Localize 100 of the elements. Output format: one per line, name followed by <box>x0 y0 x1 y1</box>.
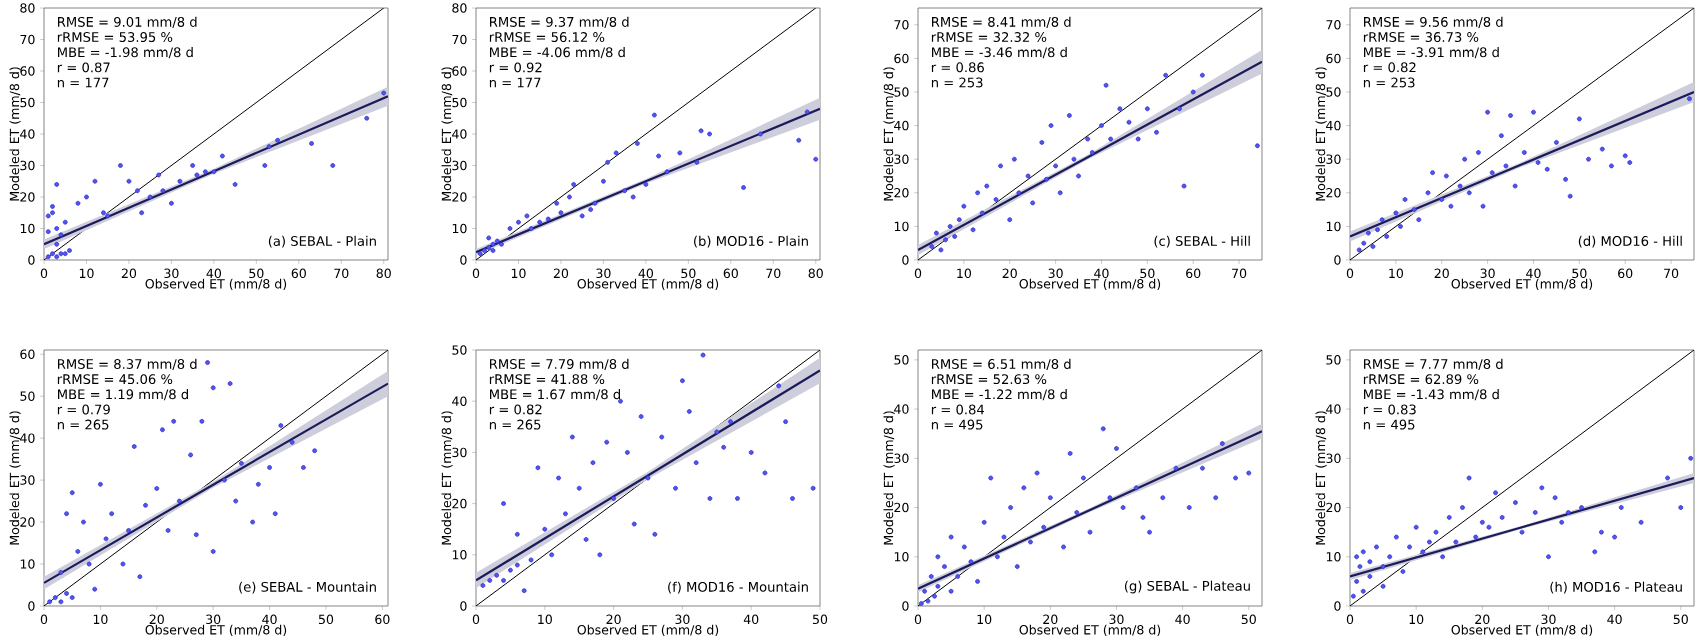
point <box>1440 554 1446 560</box>
point <box>935 554 941 560</box>
point <box>250 519 256 525</box>
point <box>1453 539 1459 545</box>
point <box>605 159 611 165</box>
point <box>933 230 939 236</box>
point <box>1380 583 1386 589</box>
point <box>1489 170 1495 176</box>
point <box>126 178 132 184</box>
point <box>176 498 182 504</box>
point <box>1361 240 1367 246</box>
point <box>1420 549 1426 555</box>
point <box>211 169 217 175</box>
point <box>486 235 492 241</box>
point <box>656 153 662 159</box>
point <box>1100 426 1106 432</box>
point <box>69 490 75 496</box>
point <box>137 574 143 580</box>
point <box>981 519 987 525</box>
point <box>1080 475 1086 481</box>
point <box>1380 564 1386 570</box>
point <box>1457 183 1463 189</box>
point <box>1173 465 1179 471</box>
point <box>1499 514 1505 520</box>
point <box>1354 554 1360 560</box>
point <box>103 536 109 542</box>
point <box>1576 116 1582 122</box>
point <box>364 115 370 121</box>
point <box>1356 247 1362 253</box>
point <box>1057 190 1063 196</box>
point <box>1448 203 1454 209</box>
point <box>1552 495 1558 501</box>
point <box>1387 554 1393 560</box>
point <box>210 385 216 391</box>
point <box>528 557 534 563</box>
point <box>1360 588 1366 594</box>
point <box>698 128 704 134</box>
point <box>630 194 636 200</box>
point <box>804 109 810 115</box>
point <box>1512 183 1518 189</box>
point <box>1001 534 1007 540</box>
point <box>1599 146 1605 152</box>
point <box>58 599 64 605</box>
point <box>1379 217 1385 223</box>
point <box>1416 217 1422 223</box>
point <box>762 470 768 476</box>
point <box>1486 524 1492 530</box>
point <box>69 595 75 601</box>
point <box>233 498 239 504</box>
point <box>714 429 720 435</box>
point <box>1071 156 1077 162</box>
point <box>238 460 244 466</box>
point <box>592 200 598 206</box>
point <box>219 153 225 159</box>
point <box>1034 470 1040 476</box>
point <box>664 169 670 175</box>
point <box>922 588 928 594</box>
point <box>1103 82 1109 88</box>
point <box>45 213 51 219</box>
point <box>199 418 205 424</box>
point <box>92 586 98 592</box>
point <box>1433 529 1439 535</box>
point <box>381 90 387 96</box>
point <box>177 178 183 184</box>
point <box>1108 136 1114 142</box>
point <box>494 572 500 578</box>
point <box>75 200 81 206</box>
point <box>1016 190 1022 196</box>
point <box>1688 455 1694 461</box>
point <box>1473 534 1479 540</box>
point <box>677 150 683 156</box>
point <box>956 217 962 223</box>
point <box>1519 529 1525 535</box>
point <box>948 534 954 540</box>
point <box>156 172 162 178</box>
point <box>490 241 496 247</box>
point <box>514 562 520 568</box>
point <box>97 481 103 487</box>
point <box>1181 183 1187 189</box>
point <box>255 481 261 487</box>
point <box>1638 519 1644 525</box>
point <box>1350 593 1356 599</box>
point <box>62 219 68 225</box>
point <box>62 251 68 257</box>
point <box>1592 549 1598 555</box>
point <box>514 531 520 537</box>
point <box>1539 485 1545 491</box>
point <box>1413 524 1419 530</box>
point <box>925 598 931 604</box>
point <box>120 561 126 567</box>
point <box>1246 470 1252 476</box>
point <box>1443 173 1449 179</box>
point <box>1144 106 1150 112</box>
point <box>988 475 994 481</box>
point <box>147 194 153 200</box>
point <box>970 227 976 233</box>
point <box>1135 136 1141 142</box>
point <box>160 188 166 194</box>
point <box>1041 524 1047 530</box>
point <box>1544 166 1550 172</box>
